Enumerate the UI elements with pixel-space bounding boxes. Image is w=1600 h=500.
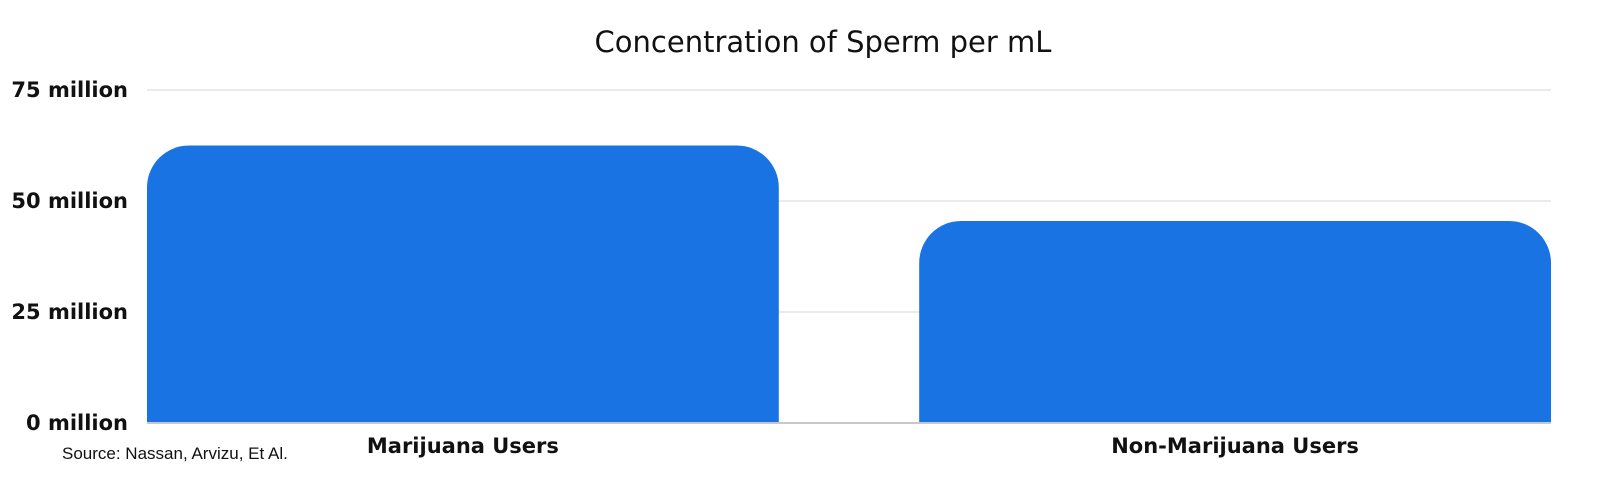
y-tick-label: 0 million	[26, 411, 128, 435]
bar-non-marijuana-users	[919, 220, 1551, 423]
x-axis-category-labels: Marijuana Users Non-Marijuana Users	[367, 434, 1359, 458]
y-tick-label: 25 million	[11, 300, 128, 324]
y-tick-label: 75 million	[11, 78, 128, 102]
x-category-label: Non-Marijuana Users	[1111, 434, 1359, 458]
y-tick-label: 50 million	[11, 189, 128, 213]
chart-title: Concentration of Sperm per mL	[595, 25, 1052, 59]
bar-marijuana-users	[147, 145, 779, 423]
y-axis-tick-labels: 0 million 25 million 50 million 75 million	[11, 78, 128, 435]
x-category-label: Marijuana Users	[367, 434, 559, 458]
bars	[147, 145, 1551, 423]
source-note: Source: Nassan, Arvizu, Et Al.	[62, 444, 288, 463]
